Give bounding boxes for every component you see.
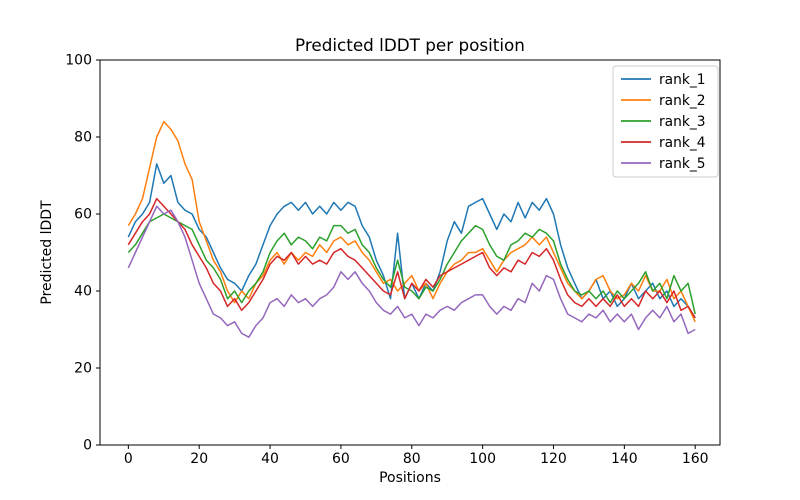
legend: rank_1 rank_2 rank_3 rank_4 rank_5 — [612, 65, 719, 178]
y-tick-label: 100 — [65, 53, 92, 69]
y-tick-label: 80 — [74, 130, 92, 146]
x-tick-label: 80 — [403, 451, 421, 467]
y-axis-label: Predicted lDDT — [39, 200, 55, 305]
legend-label-rank_5: rank_5 — [659, 156, 706, 172]
x-axis-label: Positions — [379, 470, 441, 486]
x-tick-label: 40 — [261, 451, 279, 467]
series-line-rank_2 — [127, 120, 696, 323]
series-line-rank_3 — [127, 213, 696, 315]
series-line-rank_4 — [127, 197, 696, 319]
y-tick-label: 60 — [74, 207, 92, 223]
x-axis-ticks: 0 20 40 60 80 100 120 140 160 — [124, 445, 709, 467]
y-tick-label: 40 — [74, 284, 92, 300]
x-tick-label: 140 — [611, 451, 638, 467]
x-tick-label: 120 — [540, 451, 567, 467]
legend-label-rank_2: rank_2 — [659, 93, 706, 109]
y-tick-label: 0 — [83, 438, 92, 454]
x-tick-label: 160 — [682, 451, 709, 467]
legend-label-rank_1: rank_1 — [659, 72, 706, 88]
legend-label-rank_3: rank_3 — [659, 114, 706, 130]
chart-title: Predicted lDDT per position — [295, 35, 525, 55]
legend-label-rank_4: rank_4 — [659, 135, 706, 151]
y-axis-ticks: 0 20 40 60 80 100 — [65, 53, 100, 454]
series-line-rank_5 — [127, 205, 696, 338]
x-tick-label: 100 — [469, 451, 496, 467]
x-tick-label: 20 — [190, 451, 208, 467]
x-tick-label: 60 — [332, 451, 350, 467]
legend-box — [612, 65, 719, 178]
axes-spines — [99, 59, 721, 446]
y-tick-label: 20 — [74, 361, 92, 377]
x-tick-label: 0 — [124, 451, 133, 467]
series-lines — [127, 120, 696, 338]
